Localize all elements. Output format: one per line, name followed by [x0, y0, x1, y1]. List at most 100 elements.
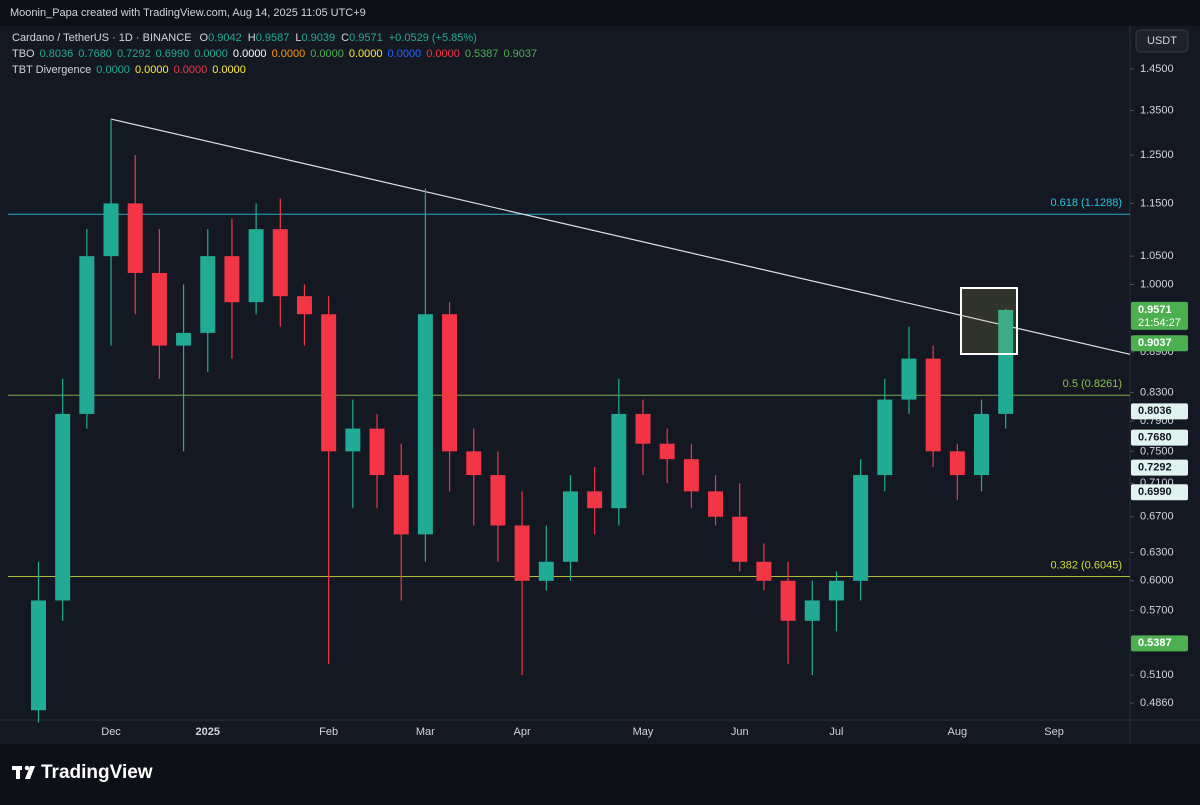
- candle-body: [538, 561, 554, 581]
- price-tag-label: 0.7292: [1138, 462, 1172, 474]
- ohlc-label: L: [295, 32, 301, 44]
- candle-body: [732, 516, 748, 562]
- currency-button[interactable]: [1135, 29, 1189, 53]
- candle-body: [853, 475, 869, 581]
- y-tick-label: 1.0000: [1140, 278, 1174, 290]
- x-tick-label: Jul: [829, 726, 843, 738]
- highlight-box: [960, 287, 1018, 355]
- indicator-value: 0.7680: [78, 48, 112, 60]
- indicator-value: 0.0000: [310, 48, 344, 60]
- brand: TradingView: [41, 762, 153, 783]
- price-tag: [1131, 403, 1188, 420]
- candle-body: [296, 296, 312, 315]
- y-tick-label: 0.4860: [1140, 697, 1174, 709]
- y-tick-label: 1.2500: [1140, 149, 1174, 161]
- y-tick-label: 1.4500: [1140, 63, 1174, 75]
- fib-label: 0.5 (0.8261): [1063, 378, 1122, 390]
- indicator-value: 0.0000: [194, 48, 228, 60]
- ohlc-label: O: [200, 32, 209, 44]
- ohlc-value: 0.9039: [301, 32, 335, 44]
- candle-body: [828, 580, 844, 601]
- indicator-value: 0.0000: [212, 64, 246, 76]
- candle-body: [998, 309, 1014, 414]
- brand-logo: [12, 765, 35, 779]
- candle-body: [804, 600, 820, 621]
- indicator-value: 0.0000: [272, 48, 306, 60]
- candle-body: [611, 413, 627, 509]
- candle-body: [393, 475, 409, 535]
- change: +0.0529 (+5.85%): [389, 32, 477, 44]
- price-tag: [1131, 301, 1188, 330]
- x-tick-label: Jun: [731, 726, 749, 738]
- candle-body: [442, 314, 458, 452]
- y-tick-label: 0.6000: [1140, 575, 1174, 587]
- candle-body: [925, 358, 941, 452]
- candle-body: [224, 256, 240, 303]
- candle-body: [659, 443, 675, 460]
- price-tag: [1131, 459, 1188, 476]
- candle-body: [901, 358, 917, 400]
- countdown: 21:54:27: [1138, 317, 1181, 329]
- candle-body: [103, 203, 119, 257]
- indicator-value: 0.0000: [174, 64, 208, 76]
- attribution: Moonin_Papa created with TradingView.com…: [10, 7, 366, 19]
- x-tick-label: Feb: [319, 726, 338, 738]
- indicator-legend: TBO 0.8036 0.7680 0.7292 0.6990 0.0000 0.0000 0…: [12, 48, 537, 60]
- candle-body: [417, 314, 433, 535]
- candle-body: [176, 332, 192, 346]
- price-tag: [1131, 484, 1188, 501]
- currency-label[interactable]: USDT: [1147, 35, 1177, 47]
- price-tag: [1131, 335, 1188, 352]
- y-tick-label: 1.1500: [1140, 197, 1174, 209]
- indicator-value: 0.0000: [388, 48, 422, 60]
- y-tick-label: 0.5700: [1140, 604, 1174, 616]
- candle-body: [974, 413, 990, 476]
- price-tag: [1131, 429, 1188, 446]
- indicator-value: 0.9037: [504, 48, 538, 60]
- indicator-legend: TBT Divergence 0.0000 0.0000 0.0000 0.0000: [12, 64, 246, 76]
- price-tag-label: 0.9037: [1138, 337, 1172, 349]
- price-tag-label: 0.8036: [1138, 405, 1172, 417]
- candle-body: [683, 459, 699, 492]
- price-tag: [1131, 635, 1188, 652]
- candle-body: [562, 491, 578, 562]
- ohlc-label: C: [341, 32, 349, 44]
- ohlc-label: H: [248, 32, 256, 44]
- indicator-value: 0.6990: [156, 48, 190, 60]
- indicator-value: 0.0000: [349, 48, 383, 60]
- price-tag-label: 0.6990: [1138, 486, 1172, 498]
- candle-body: [490, 475, 506, 526]
- candle-body: [31, 600, 46, 711]
- y-tick-label: 0.8300: [1140, 386, 1174, 398]
- x-tick-label: Dec: [101, 726, 121, 738]
- indicator-value: 0.0000: [426, 48, 460, 60]
- candle-body: [949, 451, 965, 476]
- candle-body: [79, 256, 95, 414]
- fib-label: 0.382 (0.6045): [1050, 559, 1122, 571]
- y-tick-label: 1.3500: [1140, 104, 1174, 116]
- ohlc-value: 0.9571: [349, 32, 383, 44]
- candle-body: [587, 491, 603, 509]
- candle-body: [756, 561, 772, 581]
- chart-panel: [0, 26, 1200, 744]
- candle-body: [708, 491, 724, 517]
- candle-body: [127, 203, 143, 273]
- candle-body: [514, 525, 530, 581]
- indicator-value: 0.5387: [465, 48, 499, 60]
- y-tick-label: 0.6300: [1140, 546, 1174, 558]
- indicator-value: 0.8036: [40, 48, 74, 60]
- candle-body: [635, 413, 651, 444]
- y-tick-label: 0.7500: [1140, 445, 1174, 457]
- x-tick-label: Sep: [1044, 726, 1064, 738]
- indicator-value: 0.0000: [135, 64, 169, 76]
- y-tick-label: 0.5100: [1140, 669, 1174, 681]
- indicator-value: 0.7292: [117, 48, 151, 60]
- symbol-legend: Cardano / TetherUS · 1D · BINANCE O0.9042…: [12, 32, 477, 44]
- y-tick-label: 0.6700: [1140, 511, 1174, 523]
- indicator-value: 0.0000: [96, 64, 130, 76]
- candle-body: [55, 413, 71, 601]
- indicator-value: 0.0000: [233, 48, 267, 60]
- x-tick-label: Mar: [416, 726, 435, 738]
- candle-body: [151, 272, 167, 346]
